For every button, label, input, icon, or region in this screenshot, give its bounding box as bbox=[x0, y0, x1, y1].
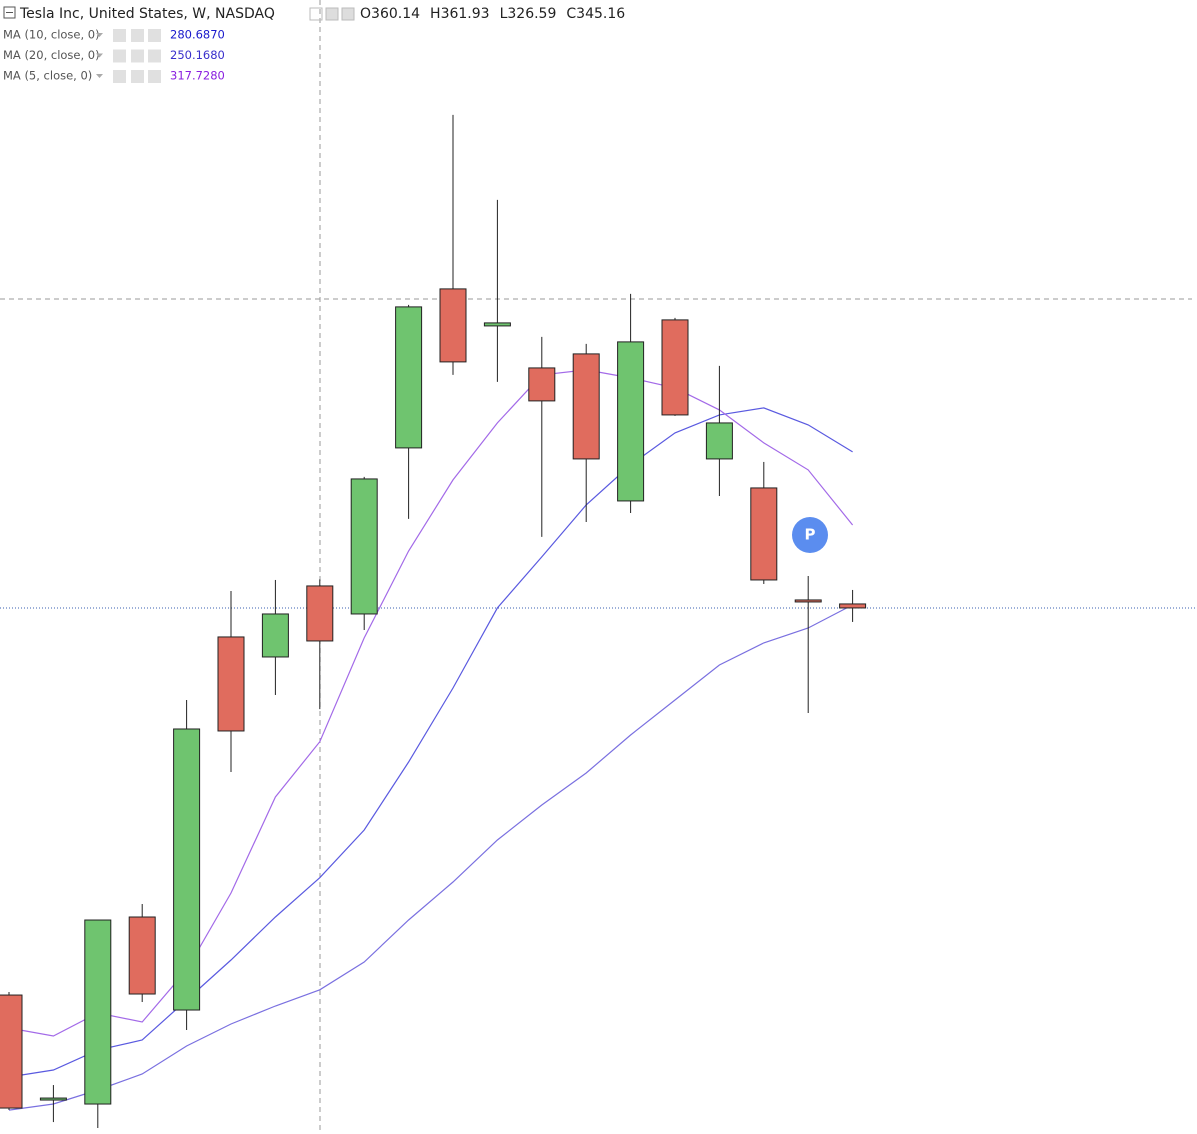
ohlc-letter: L bbox=[500, 6, 508, 22]
candle-body bbox=[173, 728, 201, 1011]
ma-icon bbox=[131, 49, 144, 63]
ma-icon bbox=[113, 29, 126, 42]
ma-line bbox=[8, 604, 853, 1111]
candle-body bbox=[217, 636, 245, 732]
ma-value: 250.1680 bbox=[170, 48, 225, 62]
candle-body bbox=[528, 367, 556, 402]
candle-body bbox=[0, 994, 23, 1109]
ma-icon bbox=[148, 70, 161, 83]
ma-icon bbox=[113, 49, 126, 63]
ma-label: MA (20, close, 0) bbox=[3, 48, 100, 62]
ma-dropdown bbox=[96, 53, 103, 58]
header-icon bbox=[341, 7, 355, 21]
ma-icon bbox=[148, 49, 161, 63]
candle-body bbox=[350, 478, 378, 615]
candle-body bbox=[395, 306, 423, 449]
ohlc-letter: C bbox=[566, 6, 576, 22]
header-icon bbox=[309, 7, 323, 21]
p-badge[interactable] bbox=[792, 517, 828, 553]
header-icon bbox=[325, 7, 339, 21]
plot bbox=[0, 114, 1197, 1129]
collapse-icon[interactable] bbox=[3, 6, 16, 19]
candle-body bbox=[572, 353, 600, 460]
candle-body bbox=[483, 322, 511, 327]
ma-line bbox=[8, 369, 854, 1037]
ma-dropdown bbox=[96, 74, 103, 78]
ma-line bbox=[8, 407, 853, 1078]
candle-body bbox=[705, 422, 733, 460]
ma-dropdown bbox=[96, 33, 103, 37]
candle-body bbox=[661, 319, 689, 416]
candle-body bbox=[439, 288, 467, 363]
ohlc-value: 345.16 bbox=[576, 6, 625, 22]
ma-label: MA (5, close, 0) bbox=[3, 69, 92, 83]
ohlc-value: 360.14 bbox=[371, 6, 420, 22]
ma-value: 280.6870 bbox=[170, 28, 225, 42]
candle-body bbox=[617, 341, 645, 502]
ohlc-letter: H bbox=[430, 6, 441, 22]
p-badge-text: P bbox=[805, 526, 816, 544]
ohlc-value: 326.59 bbox=[507, 6, 556, 22]
ma-icon bbox=[148, 29, 161, 42]
candle-body bbox=[306, 585, 334, 642]
candle-body bbox=[839, 603, 867, 609]
p-marker[interactable]: P bbox=[792, 517, 828, 553]
candle-body bbox=[794, 599, 822, 603]
candle-body bbox=[128, 916, 156, 995]
candle-body bbox=[84, 919, 112, 1105]
chart-title: Tesla Inc, United States, W, NASDAQ bbox=[19, 6, 275, 22]
ohlc-letter: O bbox=[360, 6, 371, 22]
candle-body bbox=[261, 613, 289, 658]
ma-icon bbox=[131, 70, 144, 83]
ma-value: 317.7280 bbox=[170, 69, 225, 83]
ohlc-value: 361.93 bbox=[441, 6, 490, 22]
ma-label: MA (10, close, 0) bbox=[3, 28, 100, 42]
ma-icon bbox=[113, 70, 126, 83]
candle-body bbox=[39, 1097, 67, 1101]
candle-body bbox=[750, 487, 778, 581]
ma-icon bbox=[131, 29, 144, 42]
legend: Tesla Inc, United States, W, NASDAQ O 360… bbox=[3, 6, 625, 83]
